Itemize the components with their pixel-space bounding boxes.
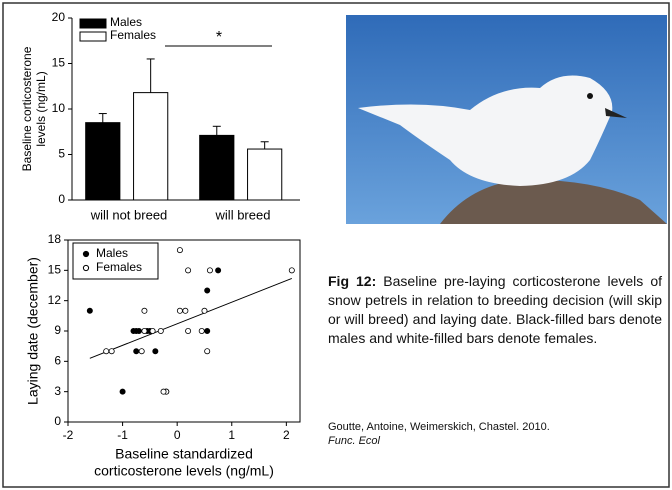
y-tick-label: 18 [48, 232, 62, 246]
point [119, 388, 126, 395]
bar [199, 134, 235, 201]
point [152, 348, 159, 355]
legend-label: Females [110, 28, 156, 42]
y-tick-label: 20 [52, 10, 66, 24]
x-tick-label: 1 [228, 428, 235, 442]
y-axis-label: Baseline corticosterone [20, 46, 34, 171]
legend-swatch [79, 18, 107, 29]
citation: Goutte, Antoine, Weimerskich, Chastel. 2… [328, 420, 658, 448]
legend-marker [82, 250, 90, 258]
point [198, 327, 205, 334]
y-tick-label: 3 [54, 384, 61, 398]
bar [133, 92, 169, 201]
legend-label: Males [96, 246, 128, 260]
x-tick-label: 0 [174, 428, 181, 442]
legend-swatch [79, 31, 107, 42]
point [176, 247, 183, 254]
point [133, 348, 140, 355]
caption-label: Fig 12: [328, 273, 377, 289]
citation-text: Goutte, Antoine, Weimerskich, Chastel. 2… [328, 421, 550, 433]
point [141, 327, 148, 334]
x-tick-label: 2 [283, 428, 290, 442]
x-axis-label: Baseline standardized [115, 446, 253, 462]
y-tick-label: 9 [54, 323, 61, 337]
y-tick-label: 15 [52, 56, 66, 70]
x-tick-label: -1 [117, 428, 128, 442]
x-tick-label: will breed [215, 207, 271, 222]
point [204, 287, 211, 294]
legend-marker [82, 264, 90, 272]
point [138, 348, 145, 355]
point [185, 327, 192, 334]
point [288, 267, 295, 274]
annotation: * [216, 29, 222, 46]
y-axis-label: Laying date (december) [25, 257, 41, 405]
trend-line [89, 277, 292, 359]
y-tick-label: 0 [58, 192, 65, 206]
point [204, 327, 211, 334]
point [160, 388, 167, 395]
caption: Fig 12: Baseline pre-laying corticostero… [328, 272, 662, 348]
point [176, 307, 183, 314]
bar [247, 148, 283, 201]
point [182, 307, 189, 314]
x-axis-label: corticosterone levels (ng/mL) [94, 463, 274, 479]
photo [346, 15, 667, 224]
y-tick-label: 12 [48, 293, 62, 307]
legend-box [72, 242, 159, 280]
x-tick-label: will not breed [90, 207, 168, 222]
point [86, 307, 93, 314]
point [206, 267, 213, 274]
y-tick-label: 10 [52, 101, 66, 115]
x-tick-label: -2 [63, 428, 74, 442]
point [135, 327, 142, 334]
point [204, 348, 211, 355]
point [201, 307, 208, 314]
point [157, 327, 164, 334]
point [103, 348, 110, 355]
point [149, 327, 156, 334]
y-tick-label: 5 [58, 147, 65, 161]
legend-label: Females [96, 260, 142, 274]
point [141, 307, 148, 314]
y-tick-label: 0 [54, 414, 61, 428]
y-tick-label: 15 [48, 263, 62, 277]
legend-label: Males [110, 15, 142, 29]
bar [85, 122, 121, 201]
point [215, 267, 222, 274]
caption-text: Baseline pre-laying corticosterone level… [328, 273, 662, 346]
point [185, 267, 192, 274]
y-tick-label: 6 [54, 354, 61, 368]
point [108, 348, 115, 355]
journal: Func. Ecol [328, 435, 380, 447]
y-axis-label: levels (ng/mL) [34, 71, 48, 146]
